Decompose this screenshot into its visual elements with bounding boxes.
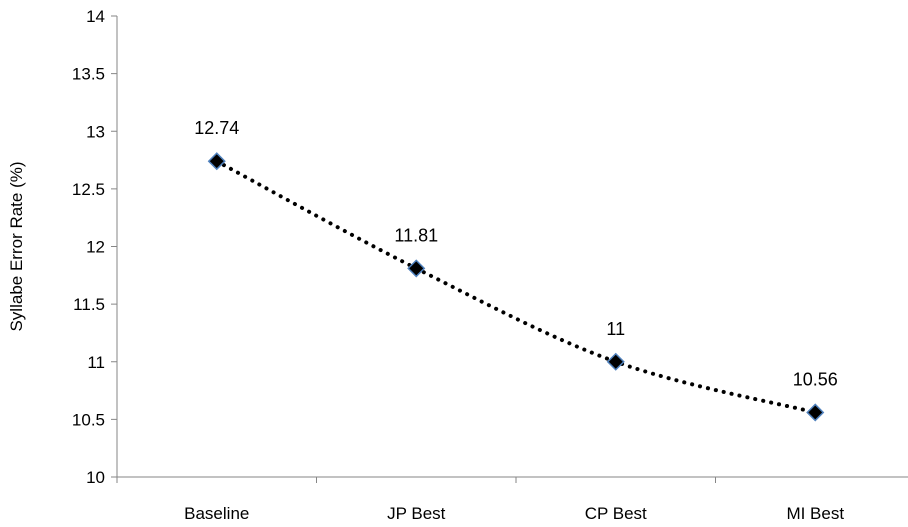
data-label: 10.56 [793,369,838,389]
y-tick-label: 10 [86,468,105,487]
y-tick-label: 12 [86,238,105,257]
y-axis: 10 10.5 11 11.5 12 12.5 13 13.5 14 [72,7,118,487]
x-axis: Baseline JP Best CP Best MI Best [116,476,908,523]
data-point-marker [407,259,426,278]
series-line [214,159,818,415]
y-tick-label: 13.5 [72,65,105,84]
y-tick-label: 10.5 [72,410,105,429]
y-tick-label: 14 [86,7,105,26]
x-tick-label: CP Best [585,504,647,523]
y-tick-label: 11 [87,353,105,372]
data-label: 11 [606,319,625,339]
x-tick-label: JP Best [387,504,446,523]
data-label: 11.81 [394,225,438,245]
y-axis-label: Syllabe Error Rate (%) [7,161,26,331]
data-point-marker [806,403,825,422]
data-point-marker [606,352,625,371]
y-tick-label: 11.5 [73,295,105,314]
y-tick-label: 12.5 [72,180,105,199]
x-tick-label: Baseline [184,504,249,523]
data-point-marker [207,152,226,171]
series-plot: 12.74 11.81 11 10.56 [194,118,838,422]
data-label: 12.74 [194,118,239,138]
x-tick-label: MI Best [786,504,844,523]
y-tick-label: 13 [86,122,105,141]
